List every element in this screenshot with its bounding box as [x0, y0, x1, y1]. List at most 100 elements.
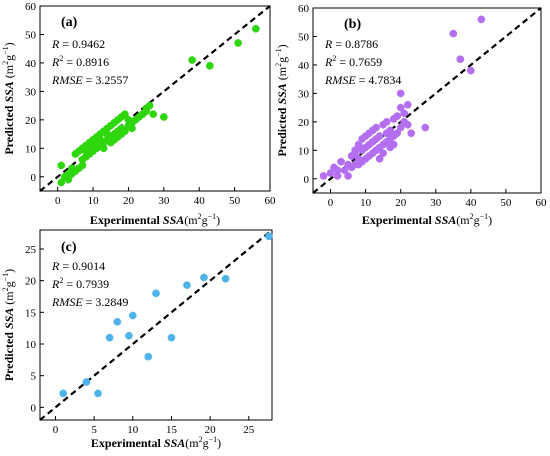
y-tick-label: 5: [31, 371, 37, 383]
y-tick-label: 0: [31, 402, 37, 414]
data-point: [389, 140, 398, 149]
data-point: [326, 169, 335, 177]
data-point: [128, 311, 137, 320]
data-point: [57, 178, 66, 187]
x-tick-label: 10: [127, 424, 139, 436]
stat-r: R = 0.8786: [324, 37, 378, 51]
x-axis-label: Experimental SSA(m2g−1): [91, 435, 221, 450]
data-point: [200, 273, 208, 282]
data-point: [188, 56, 197, 64]
data-point: [59, 389, 68, 398]
data-point: [396, 89, 405, 98]
x-tick-label: 10: [88, 195, 100, 207]
data-point: [149, 110, 158, 119]
data-point: [449, 29, 458, 38]
data-point: [421, 123, 430, 132]
data-point: [456, 55, 465, 64]
y-tick-label: 50: [298, 31, 310, 43]
y-tick-label: 40: [25, 58, 37, 70]
data-point: [396, 123, 405, 132]
x-tick-label: 40: [194, 195, 206, 207]
data-point: [344, 172, 352, 180]
x-tick-label: 15: [166, 424, 178, 436]
data-point: [403, 100, 412, 109]
stat-r2: R2 = 0.7659: [324, 54, 382, 69]
plot-frame: [39, 5, 271, 192]
y-tick-label: 0: [304, 174, 310, 186]
data-point: [403, 120, 412, 129]
x-tick-label: 50: [229, 195, 241, 207]
chart-panel-2: 0 10 20 30 40 50 60 0 10 20 30 40 50 60 (b) R = 0.8786 R…: [274, 3, 547, 227]
data-point: [333, 166, 342, 175]
y-tick-label: 30: [25, 86, 37, 98]
data-point: [82, 378, 91, 386]
data-point: [159, 113, 168, 121]
x-tick-label: 5: [91, 424, 97, 436]
data-point: [183, 281, 191, 289]
data-point: [375, 132, 384, 140]
stat-rmse: RMSE = 3.2849: [51, 295, 128, 309]
y-tick-label: 10: [298, 145, 310, 157]
data-point: [167, 333, 176, 342]
data-point: [125, 331, 133, 340]
x-tick-label: 0: [55, 195, 61, 207]
data-point: [382, 117, 391, 126]
data-point: [407, 129, 416, 138]
x-tick-label: 40: [465, 197, 477, 209]
data-point: [105, 333, 114, 342]
data-point: [205, 61, 214, 70]
y-axis-label: Predicted SSA (m2g−1): [1, 42, 16, 154]
chart-panel-1: 0 10 20 30 40 50 60 0 10 20 30 40 50 60 (a) R = 0.9462 R…: [1, 1, 276, 227]
stat-r: R = 0.9014: [51, 259, 105, 273]
data-point: [379, 149, 388, 158]
x-tick-label: 0: [328, 197, 334, 209]
data-point: [393, 112, 402, 121]
x-tick-label: 30: [158, 195, 170, 207]
x-tick-label: 20: [123, 195, 135, 207]
stat-rmse: RMSE = 3.2557: [51, 73, 128, 87]
stat-rmse: RMSE = 4.7834: [324, 73, 401, 87]
data-point: [477, 15, 486, 24]
x-tick-label: 20: [205, 424, 217, 436]
data-point: [152, 289, 160, 298]
data-point: [144, 352, 153, 361]
x-tick-label: 10: [360, 197, 372, 209]
x-tick-label: 30: [430, 197, 442, 209]
data-point: [265, 232, 273, 241]
y-tick-label: 50: [25, 29, 37, 41]
data-point: [340, 166, 349, 175]
plot-frame: [312, 7, 542, 194]
y-tick-label: 0: [31, 172, 37, 184]
data-point: [121, 127, 129, 136]
x-tick-label: 20: [395, 197, 407, 209]
y-axis-label: Predicted SSA (m2g−1): [1, 269, 16, 381]
data-point: [99, 144, 108, 153]
y-tick-label: 15: [25, 307, 37, 319]
data-point: [57, 161, 66, 170]
data-point: [354, 140, 363, 149]
data-point: [221, 274, 230, 283]
panel-label: (c): [61, 240, 77, 255]
data-point: [64, 175, 73, 184]
data-point: [393, 129, 402, 138]
data-point: [375, 154, 384, 163]
x-tick-label: 0: [53, 424, 59, 436]
y-tick-label: 20: [298, 117, 310, 129]
y-axis-label: Predicted SSA (m2g−1): [274, 44, 289, 156]
x-axis-label: Experimental SSA(m2g−1): [90, 212, 220, 227]
y-tick-label: 60: [298, 3, 310, 15]
stat-r2: R2 = 0.8916: [51, 54, 109, 69]
data-point: [400, 109, 409, 118]
y-tick-label: 30: [298, 88, 310, 100]
data-point: [396, 103, 405, 112]
data-point: [466, 66, 475, 75]
y-tick-label: 60: [25, 1, 37, 13]
data-point: [234, 39, 243, 47]
identity-line: [39, 5, 271, 192]
y-tick-label: 20: [25, 276, 37, 288]
data-point: [337, 157, 345, 166]
data-point: [94, 389, 102, 398]
data-point: [113, 317, 122, 326]
